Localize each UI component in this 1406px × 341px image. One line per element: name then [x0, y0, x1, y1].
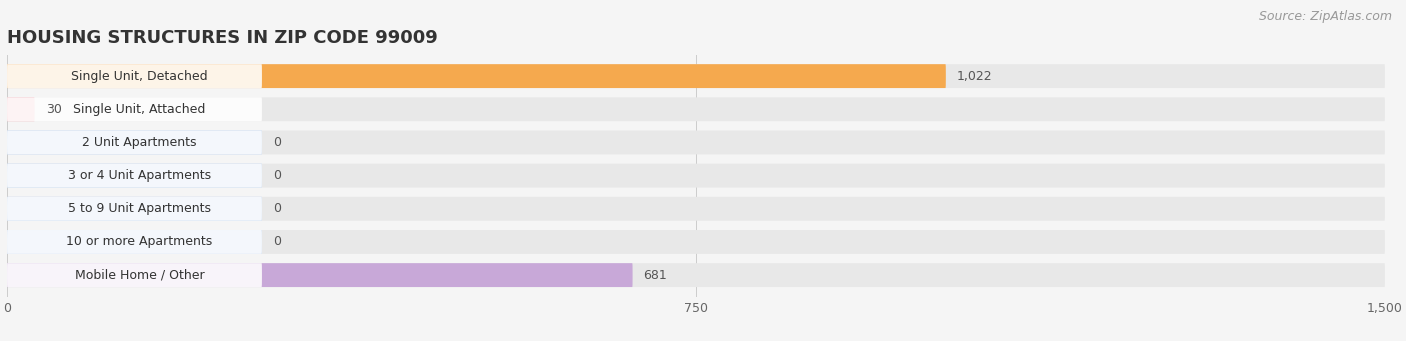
FancyBboxPatch shape — [7, 197, 1385, 221]
FancyBboxPatch shape — [7, 164, 262, 188]
FancyBboxPatch shape — [7, 197, 262, 221]
Text: 0: 0 — [273, 136, 281, 149]
Text: Single Unit, Attached: Single Unit, Attached — [73, 103, 205, 116]
FancyBboxPatch shape — [7, 164, 1385, 188]
Text: 0: 0 — [273, 169, 281, 182]
FancyBboxPatch shape — [7, 64, 1385, 88]
FancyBboxPatch shape — [7, 131, 262, 154]
FancyBboxPatch shape — [7, 97, 1385, 121]
Text: 10 or more Apartments: 10 or more Apartments — [66, 235, 212, 249]
FancyBboxPatch shape — [7, 263, 1385, 287]
Text: 30: 30 — [45, 103, 62, 116]
FancyBboxPatch shape — [7, 263, 633, 287]
Text: 3 or 4 Unit Apartments: 3 or 4 Unit Apartments — [67, 169, 211, 182]
FancyBboxPatch shape — [7, 230, 262, 254]
Text: 0: 0 — [273, 235, 281, 249]
Text: 5 to 9 Unit Apartments: 5 to 9 Unit Apartments — [67, 202, 211, 215]
FancyBboxPatch shape — [7, 197, 262, 221]
FancyBboxPatch shape — [7, 97, 35, 121]
FancyBboxPatch shape — [7, 131, 262, 154]
Text: 681: 681 — [644, 269, 668, 282]
FancyBboxPatch shape — [7, 64, 262, 88]
Text: 2 Unit Apartments: 2 Unit Apartments — [83, 136, 197, 149]
Text: Single Unit, Detached: Single Unit, Detached — [72, 70, 208, 83]
Text: Mobile Home / Other: Mobile Home / Other — [75, 269, 204, 282]
FancyBboxPatch shape — [7, 230, 1385, 254]
Text: HOUSING STRUCTURES IN ZIP CODE 99009: HOUSING STRUCTURES IN ZIP CODE 99009 — [7, 29, 437, 47]
Text: Source: ZipAtlas.com: Source: ZipAtlas.com — [1258, 10, 1392, 23]
Text: 1,022: 1,022 — [957, 70, 993, 83]
FancyBboxPatch shape — [7, 131, 1385, 154]
FancyBboxPatch shape — [7, 97, 262, 121]
FancyBboxPatch shape — [7, 164, 262, 188]
FancyBboxPatch shape — [7, 230, 262, 254]
FancyBboxPatch shape — [7, 64, 946, 88]
FancyBboxPatch shape — [7, 263, 262, 287]
Text: 0: 0 — [273, 202, 281, 215]
